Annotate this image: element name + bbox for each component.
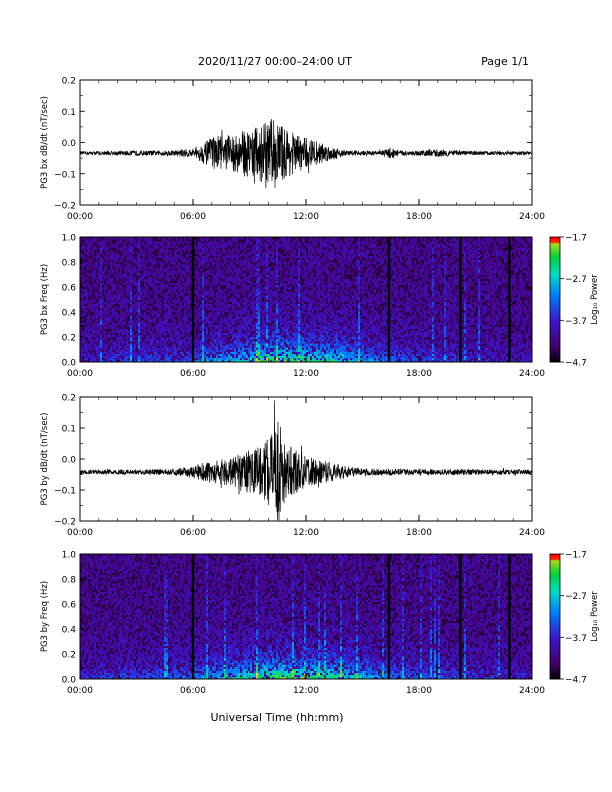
x-tick-label: 12:00 <box>293 369 319 379</box>
y-tick-label: 0.0 <box>62 676 77 686</box>
y-tick-label: 0.1 <box>62 108 76 118</box>
y-tick-label: 0.6 <box>62 284 77 294</box>
colorbar-tick-label: −3.7 <box>565 317 587 327</box>
x-tick-label: 06:00 <box>180 528 206 538</box>
y-tick-label: 0.4 <box>62 309 77 319</box>
x-tick-label: 12:00 <box>293 528 319 538</box>
bx-spectrogram-panel: −1.7 −2.7 −3.7 −4.7 Log₁₀ Power 1.0 0.8 0.6 0.4 0… <box>40 234 600 380</box>
bx-dbdt-panel: 0.2 0.1 0.0 −0.1 −0.200:00 06:00 12:00 18:00 24:… <box>40 77 545 223</box>
figure-title: 2020/11/27 00:00–24:00 UT <box>198 55 352 68</box>
plot-background <box>80 397 532 521</box>
y-tick-label: 1.0 <box>62 234 77 244</box>
figure-canvas: 2020/11/27 00:00–24:00 UT Page 1/1 0.20.… <box>0 0 612 792</box>
colorbar-tick-label: −2.7 <box>565 275 587 285</box>
colorbar: −1.7 −2.7 −3.7 −4.7 Log₁₀ Power <box>550 551 600 686</box>
y-tick-label: 1.0 <box>62 551 77 561</box>
y-tick-label: 0.0 <box>62 139 77 149</box>
x-tick-label: 18:00 <box>406 528 432 538</box>
y-tick-label: −0.1 <box>54 487 76 497</box>
y-tick-label: 0.0 <box>62 359 77 369</box>
x-tick-label: 24:00 <box>519 212 545 222</box>
colorbar-tick-label: −2.7 <box>565 592 587 602</box>
y-tick-label: 0.8 <box>62 576 77 586</box>
y-tick-label: 0.1 <box>62 425 76 435</box>
y-axis-label: PG3 by dB/dt (nT/sec) <box>40 413 50 506</box>
y-tick-label: 0.2 <box>62 394 76 404</box>
y-axis-label: PG3 bx Freq (Hz) <box>40 264 50 335</box>
colorbar-tick-label: −1.7 <box>565 551 587 561</box>
x-tick-label: 18:00 <box>406 369 432 379</box>
by-dbdt-panel: 0.2 0.1 0.0 −0.1 −0.200:00 06:00 12:00 18:00 24:… <box>40 394 545 539</box>
y-tick-label: 0.0 <box>62 456 77 466</box>
y-tick-label: −0.1 <box>54 170 76 180</box>
x-tick-label: 12:00 <box>293 686 319 696</box>
colorbar-tick-label: −4.7 <box>565 359 587 369</box>
spectrogram-cells <box>80 554 532 679</box>
colorbar-label: Log₁₀ Power <box>590 274 600 325</box>
x-tick-label: 00:00 <box>67 528 93 538</box>
x-tick-label: 00:00 <box>67 686 93 696</box>
x-tick-label: 06:00 <box>180 369 206 379</box>
spectrogram-cells <box>80 237 532 362</box>
y-tick-label: 0.4 <box>62 626 77 636</box>
colorbar: −1.7 −2.7 −3.7 −4.7 Log₁₀ Power <box>550 234 600 369</box>
colorbar-tick-label: −3.7 <box>565 634 587 644</box>
y-tick-label: 0.8 <box>62 259 77 269</box>
x-tick-label: 12:00 <box>293 212 319 222</box>
y-tick-label: −0.2 <box>54 202 76 212</box>
x-tick-label: 06:00 <box>180 212 206 222</box>
y-tick-label: 0.2 <box>62 651 76 661</box>
x-tick-label: 00:00 <box>67 212 93 222</box>
y-tick-label: 0.2 <box>62 77 76 87</box>
y-axis-label: PG3 by Freq (Hz) <box>40 581 50 652</box>
x-tick-label: 00:00 <box>67 369 93 379</box>
y-tick-label: −0.2 <box>54 518 76 528</box>
x-tick-label: 24:00 <box>519 369 545 379</box>
x-tick-label: 24:00 <box>519 528 545 538</box>
y-axis-label: PG3 bx dB/dt (nT/sec) <box>40 96 50 189</box>
x-tick-label: 18:00 <box>406 212 432 222</box>
colorbar-tick-label: −1.7 <box>565 234 587 244</box>
x-tick-label: 18:00 <box>406 686 432 696</box>
by-spectrogram-panel: −1.7 −2.7 −3.7 −4.7 Log₁₀ Power 1.0 0.8 0.6 0.4 0… <box>40 551 600 697</box>
y-tick-label: 0.2 <box>62 334 76 344</box>
plot-background <box>80 80 532 205</box>
y-tick-label: 0.6 <box>62 601 77 611</box>
colorbar-label: Log₁₀ Power <box>590 591 600 642</box>
colorbar-tick-label: −4.7 <box>565 676 587 686</box>
x-tick-label: 06:00 <box>180 686 206 696</box>
x-tick-label: 24:00 <box>519 686 545 696</box>
x-axis-title: Universal Time (hh:mm) <box>211 711 344 724</box>
page-indicator: Page 1/1 <box>481 55 529 68</box>
